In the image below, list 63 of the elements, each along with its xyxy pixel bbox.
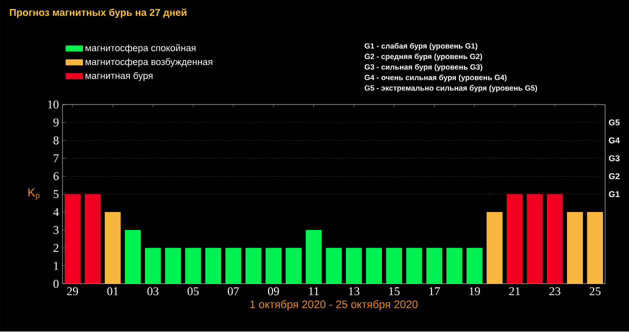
bar	[124, 230, 141, 284]
ref-line-label: G3	[608, 156, 620, 162]
bar	[84, 194, 101, 284]
y-tick-label: 0	[54, 280, 59, 288]
y-tick-label: 8	[54, 136, 59, 145]
x-tick-label: 23	[549, 287, 560, 296]
x-tick-label: 07	[228, 287, 239, 296]
bar	[446, 248, 462, 284]
bar	[466, 248, 482, 284]
bar	[506, 194, 523, 284]
y-tick-label: 7	[54, 154, 59, 162]
y-tick-label: 3	[54, 226, 59, 234]
bar	[245, 248, 262, 284]
y-tick-label: 2	[54, 244, 58, 252]
y-tick-label: 10	[48, 100, 59, 109]
ref-line-label: G5	[608, 120, 620, 126]
bar	[366, 248, 382, 284]
bar	[346, 248, 362, 284]
bar	[386, 248, 402, 284]
bar	[64, 194, 81, 284]
bar	[165, 248, 181, 284]
bar	[286, 248, 302, 284]
bar	[205, 248, 222, 284]
bar	[104, 212, 121, 284]
bar	[144, 248, 161, 284]
bar	[185, 248, 202, 284]
bar	[526, 194, 543, 284]
ref-line-label: G4	[608, 138, 620, 144]
x-tick-label: 09	[268, 287, 279, 296]
x-axis-title: 1 октября 2020 - 25 октября 2020	[250, 300, 418, 311]
bar	[486, 212, 503, 284]
bar	[225, 248, 242, 284]
y-tick-label: 5	[54, 190, 59, 198]
legend-label: магнитосфера возбужденная	[86, 58, 212, 68]
bar	[587, 212, 604, 284]
x-tick-label: 19	[470, 287, 480, 296]
y-tick-label: 4	[53, 208, 59, 216]
x-tick-label: 29	[67, 287, 78, 296]
bar	[406, 248, 422, 284]
bar	[426, 248, 442, 284]
x-tick-label: 05	[188, 287, 199, 296]
x-tick-label: 17	[429, 287, 440, 296]
chart-title: Прогноз магнитных бурь на 27 дней	[10, 8, 186, 18]
y-tick-label: 6	[54, 172, 59, 180]
y-axis-title: K$_{p}$	[28, 188, 40, 200]
y-tick-label: 9	[53, 118, 59, 127]
ref-line-label: G2	[608, 173, 620, 180]
ref-line-label: G1	[608, 191, 620, 198]
x-tick-label: 11	[309, 287, 319, 296]
bar	[546, 194, 563, 284]
x-tick-label: 15	[389, 287, 400, 296]
x-tick-label: 25	[590, 287, 601, 296]
x-tick-label: 21	[509, 287, 520, 296]
legend-label: магнитосфера спокойная	[86, 44, 196, 54]
legend-label: магнитная буря	[86, 72, 152, 82]
y-tick-label: 1	[54, 262, 58, 270]
x-tick-label: 13	[348, 287, 360, 296]
x-tick-label: 03	[147, 287, 158, 296]
bar	[266, 248, 282, 284]
x-tick-label: 01	[107, 287, 118, 296]
bar	[566, 212, 583, 284]
bar	[306, 230, 322, 284]
bar	[326, 248, 342, 284]
